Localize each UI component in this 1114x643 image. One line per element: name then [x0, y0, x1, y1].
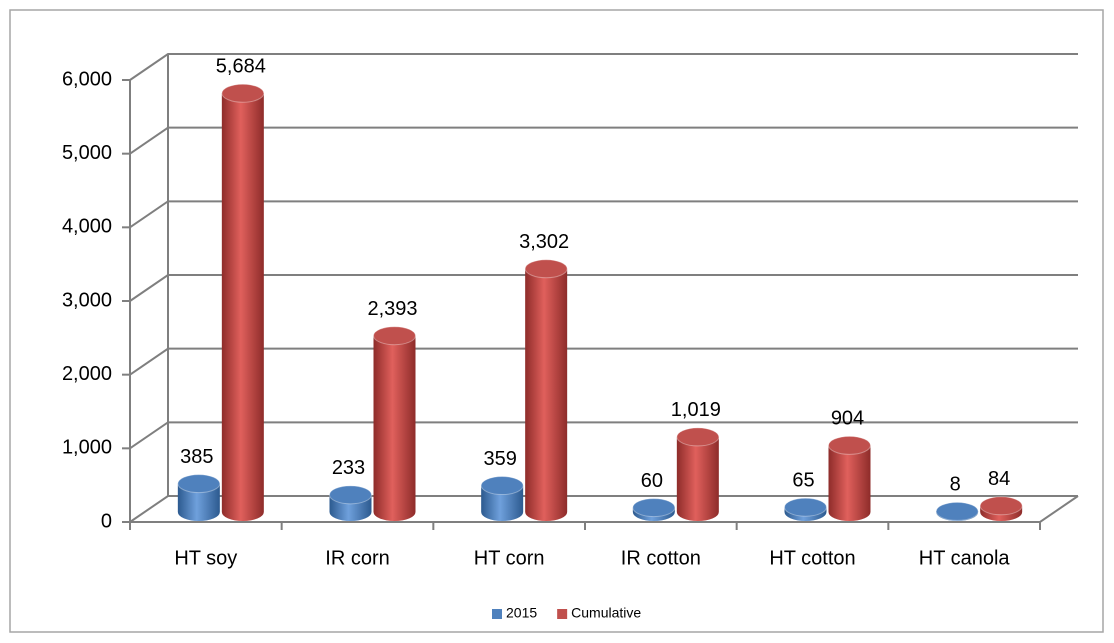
bar-top: [329, 485, 372, 505]
legend-label: Cumulative: [571, 605, 641, 621]
bar-top: [524, 259, 568, 279]
value-label: 5,684: [216, 56, 266, 78]
x-tick-label: HT canola: [919, 547, 1011, 569]
y-tick-label: 0: [101, 510, 112, 532]
x-tick-label: IR cotton: [621, 547, 701, 569]
value-label: 904: [831, 408, 864, 430]
x-tick-label: IR corn: [325, 547, 389, 569]
bar: [828, 435, 871, 521]
grid-line: [129, 421, 1078, 450]
y-tick-label: 3,000: [62, 289, 112, 311]
value-label: 233: [332, 457, 365, 479]
bar-body: [221, 93, 264, 522]
bar: [676, 427, 720, 521]
grid-line: [129, 126, 1078, 155]
bar-body: [676, 436, 719, 521]
bar: [632, 498, 676, 521]
value-label: 385: [180, 446, 213, 468]
y-tick-label: 5,000: [62, 142, 112, 164]
legend-swatch: [557, 609, 568, 619]
bar: [784, 497, 827, 521]
bar: [373, 326, 416, 521]
grid-line: [129, 200, 1078, 229]
x-tick-label: HT cotton: [769, 547, 855, 569]
y-tick-label: 4,000: [62, 216, 112, 238]
bar-top: [632, 498, 676, 518]
bar-top: [221, 83, 265, 103]
bar-body: [525, 268, 568, 521]
legend-label: 2015: [506, 605, 537, 621]
value-label: 1,019: [671, 399, 721, 421]
value-label: 359: [483, 448, 516, 470]
bar-top: [177, 474, 221, 494]
y-tick-label: 2,000: [62, 363, 112, 385]
value-label: 60: [641, 470, 663, 492]
value-label: 8: [950, 474, 961, 496]
bar: [524, 259, 568, 521]
value-label: 65: [792, 469, 814, 491]
bar-top: [480, 476, 524, 496]
bar-top: [373, 326, 416, 346]
value-label: 2,393: [367, 298, 417, 320]
value-label: 3,302: [519, 231, 569, 253]
bar-top: [979, 496, 1023, 516]
x-tick-label: HT soy: [174, 547, 237, 569]
grid-line: [129, 53, 1078, 81]
y-tick-label: 6,000: [62, 68, 112, 90]
bar: [221, 83, 265, 522]
bar-body: [177, 483, 220, 521]
bar: [935, 501, 979, 521]
bar-top: [676, 427, 720, 447]
bar: [329, 485, 372, 521]
bar-top: [784, 497, 827, 517]
grid-line: [129, 274, 1078, 302]
bar-top: [828, 435, 871, 455]
value-label: 84: [988, 468, 1010, 490]
bar-body: [373, 335, 416, 521]
bar: [979, 496, 1023, 521]
y-tick-label: 1,000: [62, 437, 112, 459]
bar-top: [935, 501, 979, 521]
x-tick-label: HT corn: [474, 547, 545, 569]
grid-line: [129, 347, 1078, 376]
legend-swatch: [492, 609, 502, 619]
bar-body: [828, 445, 871, 521]
grid-line: [129, 495, 1078, 523]
bar-body: [481, 485, 524, 521]
bar: [480, 476, 524, 521]
bar: [177, 474, 221, 521]
